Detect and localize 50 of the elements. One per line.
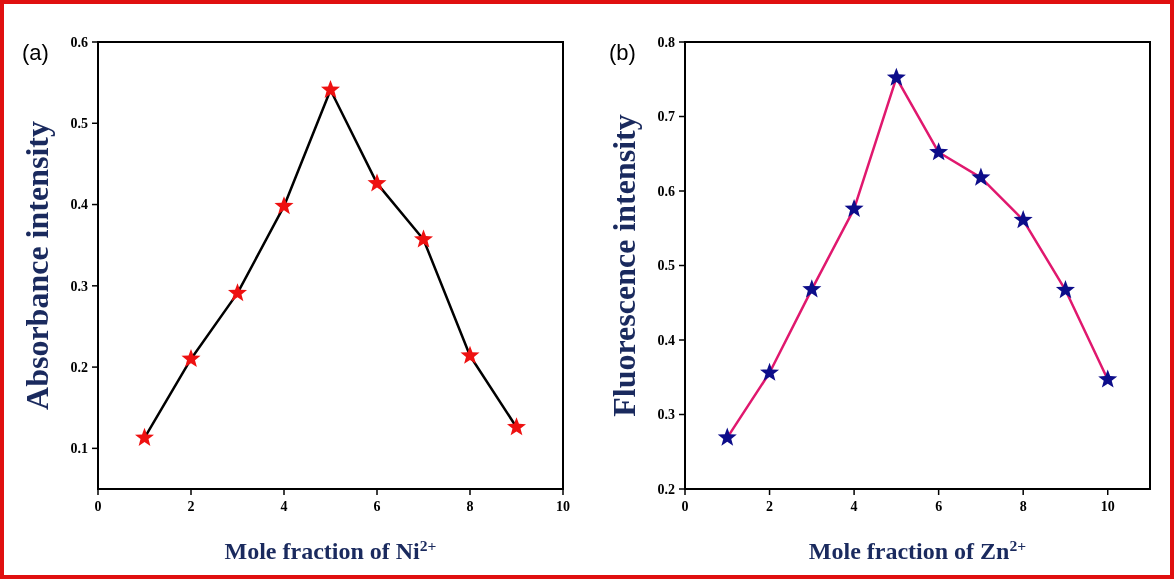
x-tick-label: 4 — [280, 499, 288, 514]
y-tick-label: 0.6 — [657, 183, 675, 199]
x-tick-label: 8 — [466, 499, 474, 514]
point — [274, 196, 294, 215]
point — [717, 427, 737, 446]
point — [506, 417, 527, 436]
x-tick-label: 2 — [766, 499, 774, 514]
x-tick-label: 0 — [681, 499, 689, 514]
point — [929, 142, 949, 161]
point — [413, 229, 434, 248]
y-tick-label: 0.8 — [657, 34, 675, 50]
x-axis-title: Mole fraction of Ni$^{2+}$ — [224, 536, 437, 564]
point — [1013, 210, 1033, 229]
x-tick-label: 6 — [373, 499, 381, 514]
x-tick-label: 8 — [1019, 499, 1027, 514]
point — [886, 67, 906, 86]
point — [802, 279, 822, 298]
y-tick-label: 0.3 — [657, 407, 675, 423]
y-tick-label: 0.3 — [70, 278, 88, 294]
x-axis-title: Mole fraction of Zn$^{2+}$ — [808, 536, 1027, 564]
chart-title: (b) — [609, 40, 636, 65]
point — [971, 167, 991, 186]
point — [1098, 369, 1118, 388]
y-tick-label: 0.5 — [657, 258, 675, 274]
y-tick-label: 0.4 — [657, 332, 675, 348]
point — [1055, 280, 1075, 299]
y-axis-title: Absorbance intensity — [19, 121, 55, 410]
x-tick-label: 10 — [1100, 499, 1115, 514]
x-tick-label: 10 — [556, 499, 570, 514]
x-tick-label: 6 — [935, 499, 943, 514]
point — [181, 348, 201, 368]
point — [460, 345, 480, 364]
chart-title: (a) — [22, 40, 49, 65]
point — [320, 79, 341, 99]
y-axis-title: Fluorescence intensity — [606, 114, 642, 417]
x-tick-label: 4 — [850, 499, 858, 514]
y-tick-label: 0.5 — [70, 116, 88, 132]
y-tick-label: 0.2 — [70, 359, 88, 375]
x-tick-label: 2 — [187, 499, 195, 514]
point — [844, 198, 864, 217]
point — [134, 427, 155, 446]
point — [367, 173, 387, 192]
y-tick-label: 0.2 — [657, 481, 675, 497]
y-tick-label: 0.1 — [70, 441, 88, 457]
x-tick-label: 0 — [94, 499, 102, 514]
y-tick-label: 0.7 — [657, 109, 675, 125]
point — [760, 362, 780, 381]
point — [227, 283, 248, 302]
y-tick-label: 0.6 — [70, 34, 88, 50]
y-tick-label: 0.4 — [70, 197, 88, 213]
